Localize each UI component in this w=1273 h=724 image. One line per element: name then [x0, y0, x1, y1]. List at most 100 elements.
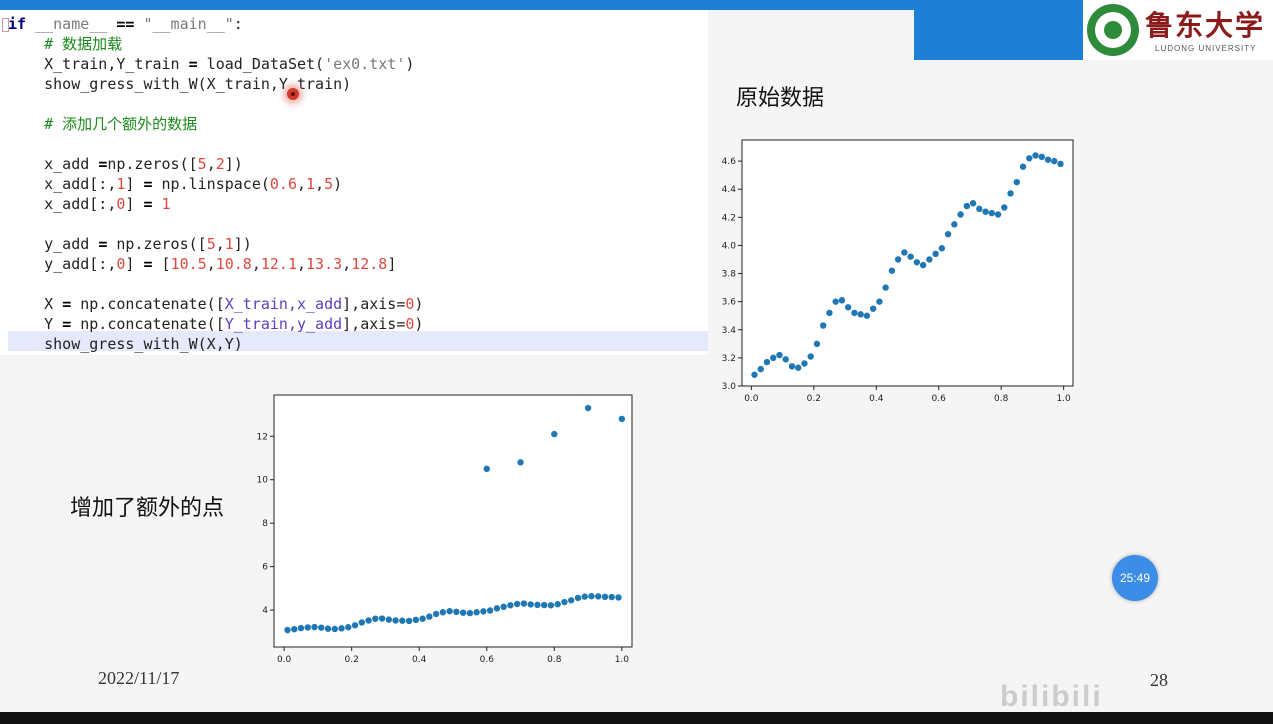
data-point: [338, 625, 345, 632]
code-line[interactable]: show_gress_with_W(X,Y): [8, 334, 243, 354]
code-line[interactable]: if __name__ == "__main__":: [8, 14, 243, 34]
data-point: [372, 615, 379, 622]
code-token: y_add: [8, 235, 99, 253]
code-token: =: [62, 315, 72, 333]
data-point: [291, 625, 298, 633]
data-point: [405, 617, 413, 625]
code-token: 10.5: [170, 255, 207, 273]
code-token: =: [188, 55, 198, 73]
code-token: 1: [161, 195, 171, 213]
data-point: [568, 597, 575, 604]
code-token: =: [143, 175, 153, 193]
code-token: =: [62, 295, 72, 313]
code-line[interactable]: Y = np.concatenate([Y_train,y_add],axis=…: [8, 314, 423, 334]
x-tick-label: 1.0: [1056, 394, 1071, 404]
data-point: [901, 249, 908, 256]
x-tick-label: 0.2: [345, 655, 359, 665]
code-token: # 添加几个额外的数据: [44, 115, 198, 133]
code-line[interactable]: # 添加几个额外的数据: [8, 114, 197, 134]
y-tick-label: 6: [262, 563, 268, 573]
data-point: [547, 602, 555, 609]
data-point: [459, 609, 467, 616]
code-line[interactable]: x_add =np.zeros([5,2]): [8, 154, 243, 174]
code-line[interactable]: # 数据加载: [8, 34, 122, 54]
code-line[interactable]: x_add[:,0] = 1: [8, 194, 171, 214]
data-point: [1007, 190, 1014, 197]
data-point: [483, 465, 490, 473]
data-point: [426, 613, 433, 620]
bilibili-watermark: bilibili: [1000, 680, 1103, 713]
code-token: y_add[:,: [8, 255, 117, 273]
code-token: ,: [206, 255, 216, 273]
current-line-highlight: [8, 331, 708, 351]
code-editor-panel[interactable]: if __name__ == "__main__": # 数据加载 X_trai…: [0, 10, 708, 355]
code-token: [153, 195, 162, 213]
code-line[interactable]: show_gress_with_W(X_train,Y_train): [8, 74, 351, 94]
code-token: =: [143, 195, 153, 213]
slide-page-number: 28: [1150, 670, 1168, 690]
code-token: ): [405, 55, 415, 73]
data-point: [1057, 160, 1064, 168]
code-token: show_gress_with_W(X,Y): [8, 335, 243, 353]
code-token: ]: [125, 195, 144, 213]
data-point: [994, 211, 1002, 218]
data-point: [284, 626, 291, 634]
code-token: ): [414, 295, 424, 313]
code-token: 0.6: [269, 175, 297, 193]
code-line[interactable]: X = np.concatenate([X_train,x_add],axis=…: [8, 294, 423, 314]
data-point: [1032, 152, 1039, 159]
top-accent-bar: [0, 0, 1273, 10]
data-point: [788, 363, 796, 370]
data-point: [584, 404, 592, 412]
data-point: [480, 608, 487, 615]
fold-marker-icon[interactable]: [2, 18, 9, 32]
university-name-en: LUDONG UNIVERSITY: [1155, 44, 1257, 53]
data-point: [439, 609, 447, 616]
code-token: np.zeros([: [107, 155, 198, 173]
code-token: np.linspace(: [152, 175, 270, 193]
data-point: [863, 312, 871, 319]
code-token: "__main__": [143, 15, 234, 33]
data-point: [869, 305, 877, 312]
data-point: [770, 354, 777, 362]
data-point: [807, 353, 814, 360]
code-token: Y_train,y_add: [224, 315, 343, 333]
data-point: [378, 615, 386, 622]
code-token: show_gress_with_W(X_train,Y_train): [8, 75, 352, 93]
data-point: [446, 607, 453, 615]
data-point: [932, 250, 939, 258]
timer-badge[interactable]: 25:49: [1112, 555, 1158, 601]
code-token: 0: [405, 295, 415, 313]
code-token: load_DataSet(: [197, 55, 325, 73]
data-point: [976, 205, 983, 213]
data-point: [944, 230, 952, 238]
code-line[interactable]: y_add = np.zeros([5,1]): [8, 234, 252, 254]
code-line[interactable]: x_add[:,1] = np.linspace(0.6,1,5): [8, 174, 342, 194]
data-point: [412, 616, 420, 624]
y-tick-label: 3.4: [722, 326, 737, 336]
code-token: ,: [251, 255, 261, 273]
code-token: X_train,Y_train: [8, 55, 189, 73]
code-token: ,: [315, 175, 325, 193]
data-point: [419, 615, 426, 622]
extra-points-chart: 0.0 0.2 0.4 0.6 0.8 1.0 4 6 8 10 12: [257, 394, 633, 665]
data-point: [876, 298, 883, 305]
code-token: ]): [224, 155, 243, 173]
data-point: [527, 601, 534, 608]
code-line[interactable]: X_train,Y_train = load_DataSet('ex0.txt'…: [8, 54, 414, 74]
code-token: 5: [324, 175, 334, 193]
data-point: [988, 209, 996, 217]
data-point: [826, 309, 833, 317]
data-point: [392, 617, 399, 624]
code-token: 12.8: [351, 255, 388, 273]
code-line[interactable]: y_add[:,0] = [10.5,10.8,12.1,13.3,12.8]: [8, 254, 396, 274]
data-point: [919, 261, 927, 269]
data-point: [1001, 204, 1008, 211]
original-data-title: 原始数据: [736, 85, 825, 110]
x-tick-label: 0.0: [744, 394, 759, 404]
code-token: np.zeros([: [107, 235, 207, 253]
data-point: [534, 601, 541, 609]
data-point: [757, 365, 764, 373]
code-token: 13.3: [306, 255, 343, 273]
slide-date: 2022/11/17: [98, 668, 180, 688]
